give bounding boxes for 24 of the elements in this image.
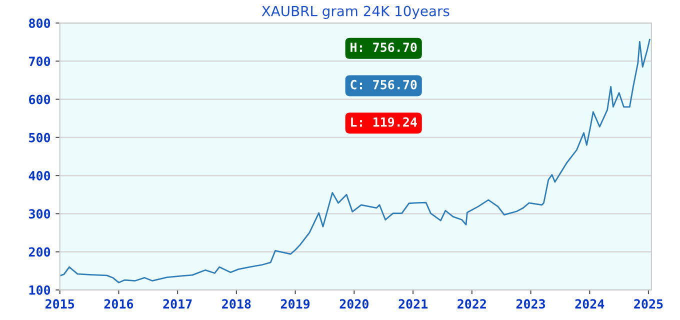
annotation: H: 756.70 (350, 42, 417, 52)
x-tick-label: 2025 (634, 299, 663, 309)
x-tick-label: 2022 (458, 299, 486, 309)
y-tick-label: 300 (29, 209, 50, 219)
y-tick-label: 100 (29, 285, 50, 295)
x-tick-label: 2019 (280, 299, 310, 309)
chart-title: XAUBRL gram 24K 10years (262, 6, 450, 19)
annotation: C: 756.70 (350, 80, 417, 90)
line-series (60, 38, 650, 284)
y-tick-label: 700 (29, 56, 50, 66)
x-tick-label: 2017 (163, 299, 192, 309)
y-tick-label: 600 (29, 94, 50, 104)
x-tick-label: 2021 (398, 299, 428, 309)
x-tick-label: 2023 (516, 299, 546, 309)
y-tick-label: 400 (28, 171, 50, 180)
x-tick-label: 2015 (45, 299, 74, 309)
x-tick-label: 2024 (575, 299, 604, 309)
x-tick-label: 2018 (222, 299, 251, 309)
x-tick-label: 2020 (340, 299, 368, 309)
y-tick-label: 800 (29, 18, 50, 28)
annotation: L: 119.24 (351, 117, 417, 127)
y-tick-label: 500 (29, 132, 50, 142)
y-tick-label: 200 (28, 247, 50, 257)
x-tick-label: 2016 (104, 299, 134, 309)
